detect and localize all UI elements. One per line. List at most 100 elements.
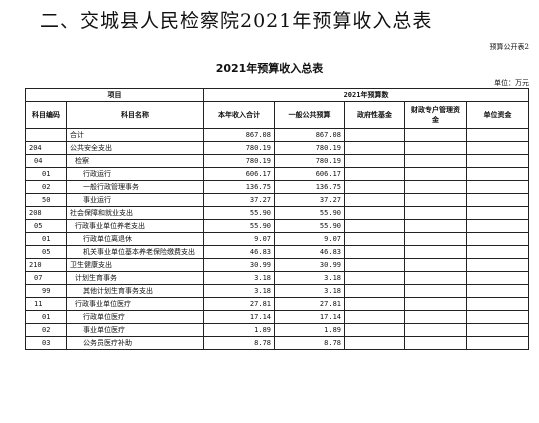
row-unit-funds: [465, 323, 530, 337]
row-unit-funds: [465, 232, 530, 246]
row-special: [404, 297, 467, 311]
row-total: 55.90: [203, 219, 275, 233]
row-code: 02: [25, 180, 67, 194]
row-total: 37.27: [203, 193, 275, 207]
row-general: 55.90: [274, 219, 345, 233]
unit-label: 单位：万元: [494, 79, 529, 87]
header-name: 科目名称: [66, 101, 204, 129]
row-general: 780.19: [274, 141, 345, 155]
row-code: 01: [25, 167, 67, 181]
row-code: 05: [25, 219, 67, 233]
row-total: 27.81: [203, 297, 275, 311]
row-total: 780.19: [203, 154, 275, 168]
row-special: [404, 310, 467, 324]
row-unit-funds: [465, 258, 530, 272]
row-name: 事业运行: [66, 193, 204, 207]
row-name: 检察: [66, 154, 204, 168]
form-number: 预算公开表2: [489, 43, 529, 51]
row-unit-funds: [465, 128, 530, 142]
header-unit-funds: 单位资金: [465, 101, 530, 129]
row-fund: [344, 323, 405, 337]
row-code: 208: [25, 206, 67, 220]
table-row: 02 事业单位医疗 1.89 1.89: [25, 323, 530, 337]
row-name: 一般行政管理事务: [66, 180, 204, 194]
row-code: 210: [25, 258, 67, 272]
header-budget: 2021年预算数: [202, 88, 530, 102]
row-general: 27.81: [274, 297, 345, 311]
table-row: 05 机关事业单位基本养老保险缴费支出 46.83 46.83: [25, 245, 530, 259]
table-title: 2021年预算收入总表: [215, 62, 324, 75]
header-column-row: 科目编码 科目名称 本年收入合计 一般公共预算 政府性基金 财政专户管理资金 单…: [25, 101, 530, 129]
row-general: 9.07: [274, 232, 345, 246]
row-code: 05: [25, 245, 67, 259]
row-special: [404, 245, 467, 259]
row-general: 136.75: [274, 180, 345, 194]
table-row: 01 行政单位医疗 17.14 17.14: [25, 310, 530, 324]
row-code: 01: [25, 232, 67, 246]
table-row: 05 行政事业单位养老支出 55.90 55.90: [25, 219, 530, 233]
row-unit-funds: [465, 141, 530, 155]
row-general: 37.27: [274, 193, 345, 207]
row-fund: [344, 206, 405, 220]
row-total: 46.83: [203, 245, 275, 259]
row-unit-funds: [465, 271, 530, 285]
row-special: [404, 258, 467, 272]
table-row: 50 事业运行 37.27 37.27: [25, 193, 530, 207]
row-name: 计划生育事务: [66, 271, 204, 285]
row-general: 8.78: [274, 336, 345, 350]
row-general: 3.18: [274, 271, 345, 285]
row-total: 1.89: [203, 323, 275, 337]
row-general: 30.99: [274, 258, 345, 272]
row-general: 780.19: [274, 154, 345, 168]
row-special: [404, 232, 467, 246]
row-total: 780.19: [203, 141, 275, 155]
row-unit-funds: [465, 219, 530, 233]
row-code: 11: [25, 297, 67, 311]
row-fund: [344, 336, 405, 350]
row-total: 17.14: [203, 310, 275, 324]
row-name: 行政单位医疗: [66, 310, 204, 324]
row-total: 30.99: [203, 258, 275, 272]
row-total: 606.17: [203, 167, 275, 181]
row-unit-funds: [465, 336, 530, 350]
row-fund: [344, 245, 405, 259]
row-general: 46.83: [274, 245, 345, 259]
row-fund: [344, 193, 405, 207]
row-unit-funds: [465, 154, 530, 168]
row-special: [404, 141, 467, 155]
row-unit-funds: [465, 193, 530, 207]
row-total: 136.75: [203, 180, 275, 194]
row-unit-funds: [465, 284, 530, 298]
row-name: 行政事业单位医疗: [66, 297, 204, 311]
row-unit-funds: [465, 297, 530, 311]
row-unit-funds: [465, 180, 530, 194]
row-name: 行政单位离退休: [66, 232, 204, 246]
table-row: 04 检察 780.19 780.19: [25, 154, 530, 168]
row-fund: [344, 219, 405, 233]
row-code: 04: [25, 154, 67, 168]
table-row: 208 社会保障和就业支出 55.90 55.90: [25, 206, 530, 220]
row-code: 99: [25, 284, 67, 298]
row-code: 01: [25, 310, 67, 324]
table-row: 07 计划生育事务 3.18 3.18: [25, 271, 530, 285]
table-row: 02 一般行政管理事务 136.75 136.75: [25, 180, 530, 194]
header-group-row: 项目 2021年预算数: [25, 88, 530, 102]
page-heading: 二、交城县人民检察院2021年预算收入总表: [40, 10, 433, 32]
row-code: [25, 128, 67, 142]
row-total: 3.18: [203, 284, 275, 298]
row-unit-funds: [465, 245, 530, 259]
row-general: 55.90: [274, 206, 345, 220]
table-row: 03 公务员医疗补助 8.78 8.78: [25, 336, 530, 350]
row-name: 机关事业单位基本养老保险缴费支出: [66, 245, 204, 259]
row-code: 03: [25, 336, 67, 350]
row-name: 卫生健康支出: [66, 258, 204, 272]
row-unit-funds: [465, 167, 530, 181]
row-fund: [344, 258, 405, 272]
table-row: 210 卫生健康支出 30.99 30.99: [25, 258, 530, 272]
row-general: 606.17: [274, 167, 345, 181]
table-row: 11 行政事业单位医疗 27.81 27.81: [25, 297, 530, 311]
row-fund: [344, 297, 405, 311]
row-special: [404, 336, 467, 350]
row-fund: [344, 271, 405, 285]
row-unit-funds: [465, 206, 530, 220]
